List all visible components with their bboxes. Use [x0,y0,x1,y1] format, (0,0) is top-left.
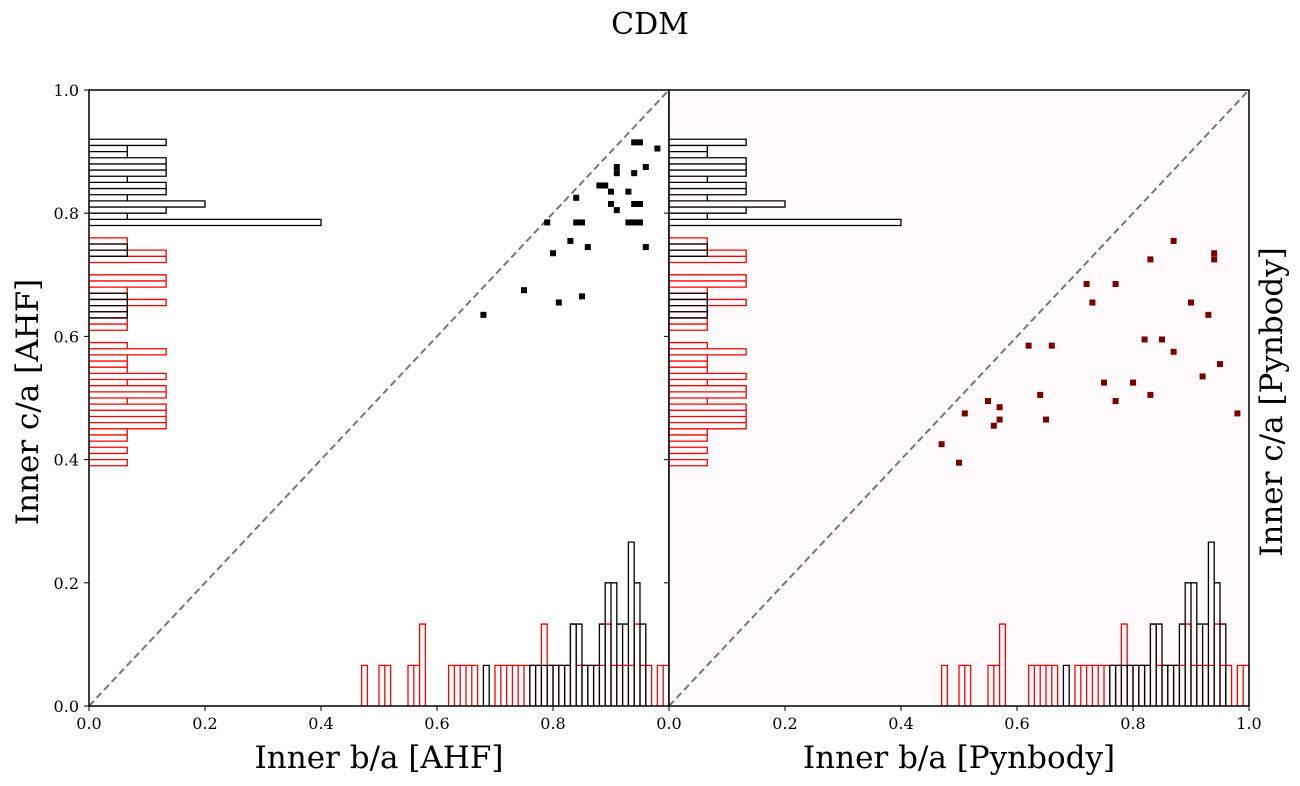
data-point [1170,237,1177,244]
data-point [637,219,643,226]
data-point [642,164,649,170]
left-panel: 0.0 0.2 0.4 0.6 0.8 0.00.00.20.40.60.81.0Inne… [10,81,682,776]
figure-title: CDM [611,7,689,42]
y-tick-label: 0.0 [54,697,79,716]
x-tick-label: 0.6 [424,714,449,733]
data-point [1217,361,1223,368]
data-point [608,200,614,207]
data-point [602,182,609,189]
x-tick-label: 1.0 [1236,714,1261,733]
data-point [1234,410,1241,417]
data-point [608,188,614,195]
diagonal-line [668,89,1250,707]
y-tick-label: 0.8 [54,204,79,223]
histogram-ca-ahf [89,138,322,319]
data-point [654,145,661,152]
data-point [625,188,632,195]
data-point [613,207,620,214]
data-point [938,441,945,448]
histogram-ca-ahf [669,138,902,319]
data-point [642,244,649,251]
y-axis-label: Inner c/a [AHF] [10,279,46,525]
data-point [637,200,643,207]
data-point [631,170,638,177]
data-point [637,139,643,146]
data-point [613,164,620,170]
data-point [631,219,638,226]
data-point [956,459,962,466]
histogram-ba-ahf [482,541,647,706]
diagonal-line [88,89,670,707]
data-point [961,410,968,417]
data-point [1043,416,1049,423]
data-point [1211,256,1218,263]
data-point [596,182,603,189]
x-tick-label: 0.0 [656,714,681,733]
y-tick-label: 0.4 [54,451,79,470]
data-point [996,416,1003,423]
data-point [1159,336,1165,343]
data-point [625,219,632,226]
data-point [555,299,562,306]
data-point [521,287,527,294]
data-point [1205,311,1212,318]
data-point [550,250,556,257]
data-point [1147,256,1154,263]
y-tick-label: 1.0 [54,81,79,100]
data-point [584,244,591,251]
data-point [1089,299,1096,306]
data-point [1147,391,1154,398]
data-point [613,170,620,177]
data-point [1188,299,1194,306]
data-point [544,219,551,226]
data-point [985,398,991,405]
data-point [1170,348,1177,355]
data-point [1112,281,1119,288]
data-point [480,311,487,318]
x-tick-label: 0.0 [76,714,101,733]
x-tick-label: 0.8 [1120,714,1145,733]
data-point [1048,342,1055,349]
right-panel: 0.2 0.4 0.6 0.8 1.0 Inner b/a [Pynbody] Inner … [664,89,1290,776]
data-point [631,200,638,207]
data-point [567,237,574,244]
histogram-ba-ahf [1062,541,1227,706]
data-point [579,293,585,300]
data-point [1112,398,1119,405]
data-point [1037,391,1044,398]
x-tick-label: 0.6 [1004,714,1029,733]
y-tick-label: 0.2 [54,574,79,593]
x-tick-label: 0.4 [888,714,913,733]
data-point [1101,379,1107,386]
data-point [573,219,580,226]
x-tick-label: 0.8 [540,714,565,733]
x-tick-label: 0.4 [308,714,333,733]
data-point [1199,373,1206,380]
x-axis-label: Inner b/a [AHF] [255,740,504,776]
plot-frame [668,89,1250,707]
data-point [990,422,997,429]
y-axis-label: Inner c/a [Pynbody] [1254,247,1290,557]
x-axis-label: Inner b/a [Pynbody] [803,740,1115,776]
data-point [1083,281,1090,288]
data-point [1141,336,1148,343]
data-point [1130,379,1136,386]
data-point [631,139,638,146]
data-point [996,404,1003,411]
data-point [579,219,585,226]
data-point [1025,342,1032,349]
data-point [573,194,580,201]
data-point [1211,250,1218,257]
y-tick-label: 0.6 [54,327,79,346]
x-tick-label: 0.2 [772,714,797,733]
x-tick-label: 0.2 [192,714,217,733]
